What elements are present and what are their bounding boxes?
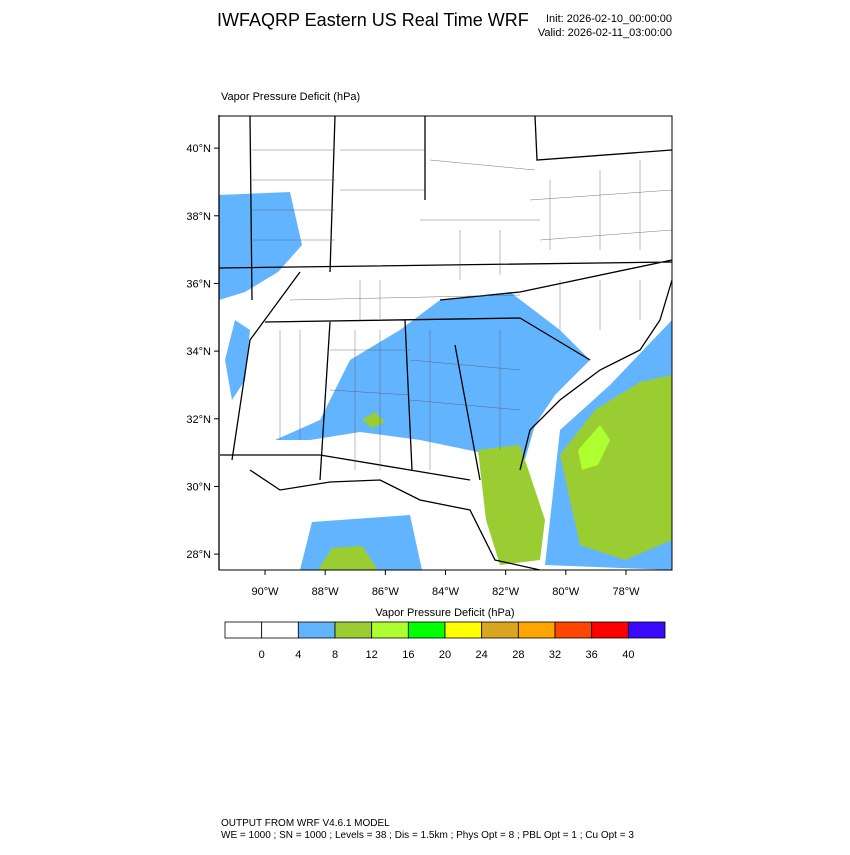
colorbar-title: Vapor Pressure Deficit (hPa) (375, 607, 514, 619)
colorbar-box (481, 621, 519, 639)
colorbar-box (334, 621, 373, 639)
colorbar-label: 8 (332, 649, 338, 661)
y-tick-label: 36°N (186, 278, 211, 290)
field-green (318, 546, 378, 570)
y-tick-label: 40°N (186, 143, 211, 155)
y-tick-label: 38°N (186, 211, 211, 223)
field-green (362, 412, 385, 428)
field-green (560, 375, 672, 560)
y-tick-label: 34°N (186, 346, 211, 358)
colorbar-label: 4 (295, 649, 301, 661)
colorbar-label: 28 (512, 649, 524, 661)
x-tick-label: 82°W (492, 586, 520, 598)
x-tick-label: 80°W (552, 586, 580, 598)
colorbar-label: 40 (622, 649, 634, 661)
x-tick-label: 86°W (372, 586, 400, 598)
colorbar-box (444, 621, 483, 639)
axes: 90°W 88°W 86°W 84°W 82°W 80°W 78°W 28°N 30°N 32°N… (186, 143, 640, 598)
x-tick-label: 88°W (312, 586, 340, 598)
field-blue (275, 292, 590, 480)
colorbar-label: 24 (476, 649, 488, 661)
y-tick-label: 30°N (186, 481, 211, 493)
colorbar-box (591, 621, 629, 639)
colorbar-box (371, 621, 409, 639)
field-light-green (578, 425, 610, 470)
colorbar-box (627, 621, 666, 639)
colorbar-label: 12 (366, 649, 378, 661)
colorbar-box (407, 621, 446, 639)
county-border (250, 149, 673, 470)
y-tick-label: 32°N (186, 414, 211, 426)
x-tick-label: 78°W (612, 586, 640, 598)
y-tick-label: 28°N (186, 549, 211, 561)
x-tick-label: 90°W (252, 586, 280, 598)
field-blue (219, 192, 302, 300)
x-tick-label: 84°W (432, 586, 460, 598)
colorbar-label: 16 (402, 649, 414, 661)
title: IWFAQRP Eastern US Real Time WRF (217, 10, 529, 30)
valid-time: Valid: 2026-02-11_03:00:00 (538, 27, 672, 39)
colorbar-box (517, 621, 556, 639)
colorbar-box (224, 621, 263, 639)
colorbar-box (554, 621, 593, 639)
colorbar-label: 0 (259, 649, 265, 661)
init-time: Init: 2026-02-10_00:00:00 (546, 13, 672, 25)
colorbar-box (297, 621, 336, 639)
field-green (478, 445, 545, 565)
colorbar: 0 4 8 12 16 20 24 28 32 36 40 (224, 621, 666, 661)
map-label: Vapor Pressure Deficit (hPa) (221, 91, 360, 103)
colorbar-label: 20 (439, 649, 451, 661)
coastline (249, 279, 673, 571)
map (218, 115, 673, 571)
state-border (218, 115, 673, 481)
footer-line: OUTPUT FROM WRF V4.6.1 MODEL (221, 818, 390, 829)
colorbar-label: 36 (586, 649, 598, 661)
colorbar-box (261, 621, 299, 639)
footer-line: WE = 1000 ; SN = 1000 ; Levels = 38 ; Di… (221, 830, 634, 841)
colorbar-label: 32 (549, 649, 561, 661)
